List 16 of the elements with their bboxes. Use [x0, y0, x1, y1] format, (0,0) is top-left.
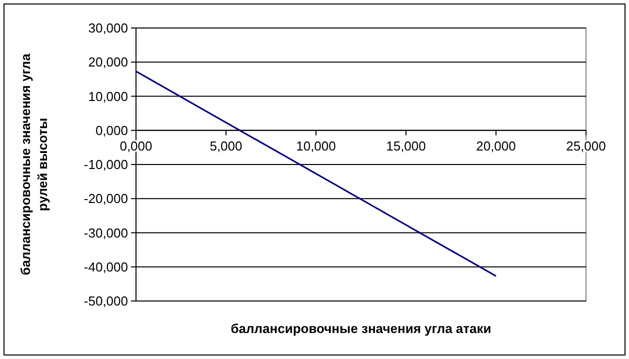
x-tick-label: 25,000 [566, 138, 606, 154]
x-tick-label: 10,000 [296, 138, 336, 154]
y-tick-label: -30,000 [84, 225, 128, 240]
x-tick-label: 5,000 [210, 138, 242, 154]
y-tick-label: 20,000 [88, 54, 128, 70]
y-tick-label: -20,000 [84, 191, 128, 206]
y-tick-label: -50,000 [84, 294, 128, 309]
x-tick-label: 15,000 [386, 138, 426, 154]
y-tick-label: 10,000 [88, 88, 128, 104]
y-tick-label: -10,000 [84, 157, 128, 172]
y-tick-label: 0,000 [95, 122, 128, 138]
y-axis-title: баллансировочные значения угла рулей высоты [18, 52, 50, 276]
y-tick-label: -40,000 [84, 259, 128, 274]
y-tick-label: 30,000 [88, 20, 128, 36]
x-tick-label: 20,000 [476, 138, 516, 154]
x-axis-title: баллансировочные значения угла атаки [230, 321, 492, 336]
